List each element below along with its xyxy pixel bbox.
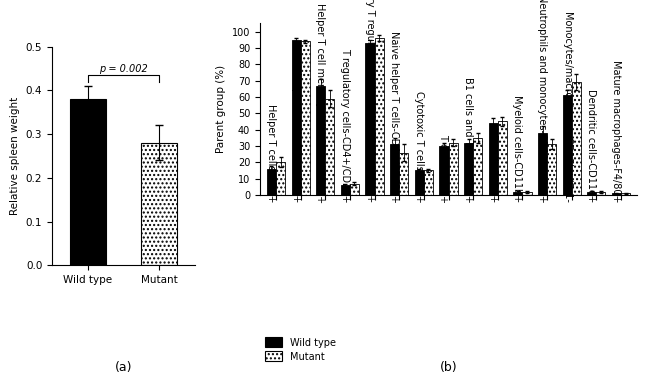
Bar <box>341 185 350 195</box>
Bar <box>612 193 621 195</box>
Bar <box>316 85 325 195</box>
Bar <box>563 95 572 195</box>
Text: (a): (a) <box>115 362 132 374</box>
Bar <box>489 123 498 195</box>
Bar <box>473 138 482 195</box>
Bar <box>390 144 399 195</box>
Bar <box>538 133 547 195</box>
Text: (b): (b) <box>439 362 458 374</box>
Text: p = 0.002: p = 0.002 <box>99 64 148 74</box>
Bar <box>523 192 532 195</box>
Bar <box>448 143 458 195</box>
Bar <box>276 162 285 195</box>
Bar <box>365 43 374 195</box>
Bar <box>350 184 359 195</box>
Bar <box>267 169 276 195</box>
Bar <box>514 192 523 195</box>
Bar <box>439 146 448 195</box>
Bar <box>374 38 384 195</box>
Bar <box>415 170 424 195</box>
Legend: Wild type, Mutant: Wild type, Mutant <box>265 337 336 362</box>
Bar <box>70 99 105 265</box>
Bar <box>572 82 581 195</box>
Y-axis label: Relative spleen weight: Relative spleen weight <box>10 97 20 215</box>
Bar <box>424 170 433 195</box>
Bar <box>587 192 596 195</box>
Bar <box>142 143 177 265</box>
Bar <box>464 143 473 195</box>
Bar <box>498 121 507 195</box>
Bar <box>325 99 334 195</box>
Bar <box>621 193 630 195</box>
Bar <box>547 144 556 195</box>
Bar <box>596 192 605 195</box>
Bar <box>301 41 310 195</box>
Bar <box>399 152 408 195</box>
Y-axis label: Parent group (%): Parent group (%) <box>216 65 226 153</box>
Bar <box>292 40 301 195</box>
